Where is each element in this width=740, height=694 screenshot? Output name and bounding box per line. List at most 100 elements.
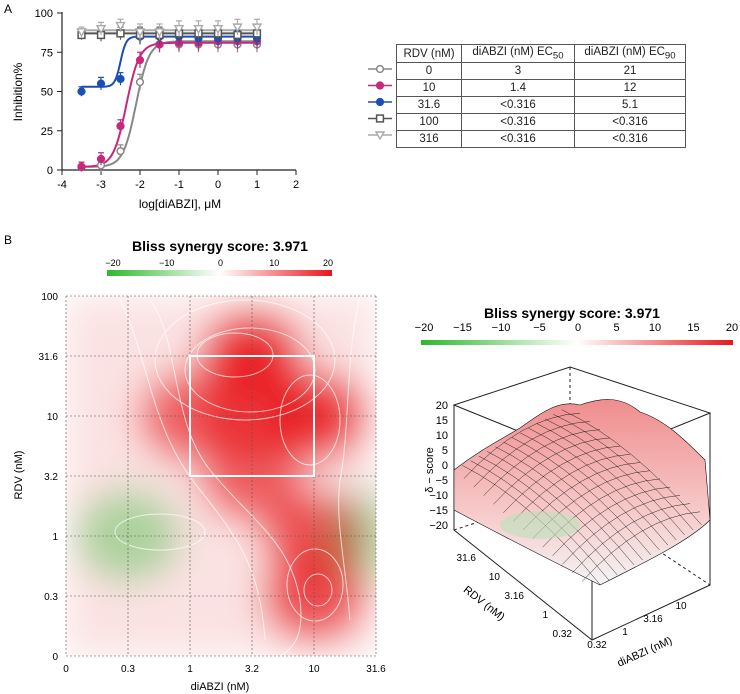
mesh-line bbox=[503, 441, 643, 561]
table-header-row: RDV (nM) diABZI (nM) EC50 diABZI (nM) EC… bbox=[396, 43, 686, 64]
table-cell: 31.6 bbox=[396, 96, 462, 115]
surface-y-tick: 1 bbox=[542, 610, 548, 621]
data-point bbox=[251, 23, 263, 33]
surface-colorbar-tick: −10 bbox=[492, 322, 511, 334]
data-point bbox=[77, 87, 86, 96]
surface-title: Bliss synergy score: 3.971 bbox=[484, 305, 660, 321]
surface-z-tick: −15 bbox=[429, 505, 448, 517]
x-tick-label: 1 bbox=[254, 179, 260, 191]
fit-curve bbox=[81, 41, 257, 168]
mesh-line bbox=[572, 503, 691, 574]
x-tick-label: -1 bbox=[174, 179, 184, 191]
table-cell: 12 bbox=[574, 79, 686, 98]
heatmap-title: Bliss synergy score: 3.971 bbox=[132, 238, 308, 254]
dose-response-chart: -4 -3 -2 -1 0 1 2 0 25 50 75 100 log[diABZI], μM In… bbox=[11, 8, 299, 211]
surface-y-tick: 31.6 bbox=[457, 553, 477, 564]
colorbar-tick-label: 20 bbox=[323, 258, 333, 268]
table-row: 100 <0.316 <0.316 bbox=[396, 113, 686, 132]
mesh-line bbox=[495, 446, 635, 566]
data-point bbox=[135, 56, 145, 65]
surface-z-tick: 5 bbox=[442, 445, 448, 457]
surface-y-tick: 0.32 bbox=[553, 629, 573, 640]
contour-line bbox=[114, 513, 206, 551]
heatmap-x-tick: 31.6 bbox=[366, 664, 386, 675]
surface-colorbar-tick: −20 bbox=[415, 322, 434, 334]
contour-line bbox=[338, 296, 361, 621]
surface-z-tick: −10 bbox=[429, 490, 448, 502]
table-cell: 21 bbox=[574, 62, 686, 81]
mesh-line bbox=[478, 455, 618, 576]
x-tick-label: 0 bbox=[215, 179, 221, 191]
surface-mesh bbox=[453, 399, 711, 586]
mesh-line bbox=[473, 421, 591, 488]
table-cell: 1.4 bbox=[461, 79, 575, 98]
mesh-line bbox=[581, 511, 701, 582]
surface-z-tick: 20 bbox=[436, 400, 448, 412]
y-tick-label: 25 bbox=[41, 126, 53, 138]
heatmap-x-tick: 10 bbox=[308, 664, 320, 675]
table-legend bbox=[368, 64, 392, 141]
mesh-line bbox=[520, 432, 660, 551]
surface-z-tick: −20 bbox=[429, 520, 448, 532]
table-row: 10 1.4 12 bbox=[396, 79, 686, 98]
heatmap-y-tick: 1 bbox=[52, 532, 58, 543]
table-cell: 10 bbox=[396, 79, 462, 98]
heatmap-x-tick: 3.2 bbox=[245, 664, 259, 675]
table-header: diABZI (nM) EC90 bbox=[574, 43, 686, 64]
mesh-line bbox=[562, 495, 681, 565]
table-cell: 5.1 bbox=[574, 96, 686, 115]
mesh-line bbox=[503, 445, 621, 514]
mesh-line bbox=[536, 423, 677, 541]
bliss-heatmap: Bliss synergy score: 3.971 −20 −10 0 10 20 0… bbox=[13, 238, 386, 693]
data-point bbox=[212, 25, 224, 35]
colorbar-tick-label: −20 bbox=[105, 258, 120, 268]
surface-z-tick: −5 bbox=[435, 475, 448, 487]
data-point bbox=[154, 28, 165, 38]
surface-z-label: δ − score bbox=[424, 447, 436, 493]
data-point bbox=[134, 28, 146, 38]
colorbar-tick-label: −10 bbox=[159, 258, 174, 268]
surface-colorbar bbox=[421, 340, 733, 345]
contour-line bbox=[303, 573, 333, 607]
mesh-line bbox=[552, 486, 671, 556]
panel-label-b: B bbox=[4, 233, 12, 247]
surface-colorbar-tick: 0 bbox=[575, 322, 581, 334]
surface-green-patch bbox=[500, 511, 580, 539]
table-cell: <0.316 bbox=[461, 130, 575, 149]
contour-line bbox=[286, 548, 344, 622]
mesh-line bbox=[483, 429, 601, 496]
data-point bbox=[193, 25, 204, 35]
data-point bbox=[116, 121, 125, 131]
heatmap-x-tick: 0.3 bbox=[121, 664, 135, 675]
ec-table: RDV (nM) diABZI (nM) EC50 diABZI (nM) EC… bbox=[396, 43, 686, 149]
legend-marker bbox=[375, 64, 385, 74]
data-point bbox=[116, 74, 125, 84]
heatmap-y-tick: 10 bbox=[47, 412, 59, 423]
surface-z-tick: 10 bbox=[436, 430, 448, 442]
table-row: 316 <0.316 <0.316 bbox=[396, 130, 686, 149]
data-point bbox=[116, 147, 125, 156]
highlight-box bbox=[189, 355, 315, 477]
surface-colorbar-tick: 5 bbox=[613, 322, 619, 334]
table-cell: 316 bbox=[396, 130, 462, 149]
heatmap-colorbar bbox=[107, 270, 332, 276]
surface-colorbar-tick: −5 bbox=[533, 322, 546, 334]
legend-marker bbox=[375, 81, 385, 90]
x-tick-label: -4 bbox=[57, 179, 67, 191]
heatmap-y-tick: 0.3 bbox=[44, 592, 58, 603]
surface-y-label: RDV (nM) bbox=[461, 584, 507, 624]
heatmap-y-tick: 0 bbox=[52, 652, 58, 663]
data-point bbox=[232, 23, 243, 33]
legend-marker bbox=[375, 97, 385, 107]
table-cell: <0.316 bbox=[461, 113, 575, 132]
bliss-surface-3d: Bliss synergy score: 3.971 −20 −15 −10 −5 0 5… bbox=[415, 305, 738, 670]
data-point bbox=[135, 77, 145, 87]
heatmap-y-label: RDV (nM) bbox=[13, 451, 25, 500]
table-cell: <0.316 bbox=[574, 113, 686, 132]
table-cell: 3 bbox=[461, 62, 575, 81]
heatmap-x-label: diABZI (nM) bbox=[191, 681, 250, 693]
surface-colorbar-tick: 10 bbox=[649, 322, 661, 334]
mesh-line bbox=[470, 460, 610, 581]
data-point bbox=[77, 162, 86, 171]
